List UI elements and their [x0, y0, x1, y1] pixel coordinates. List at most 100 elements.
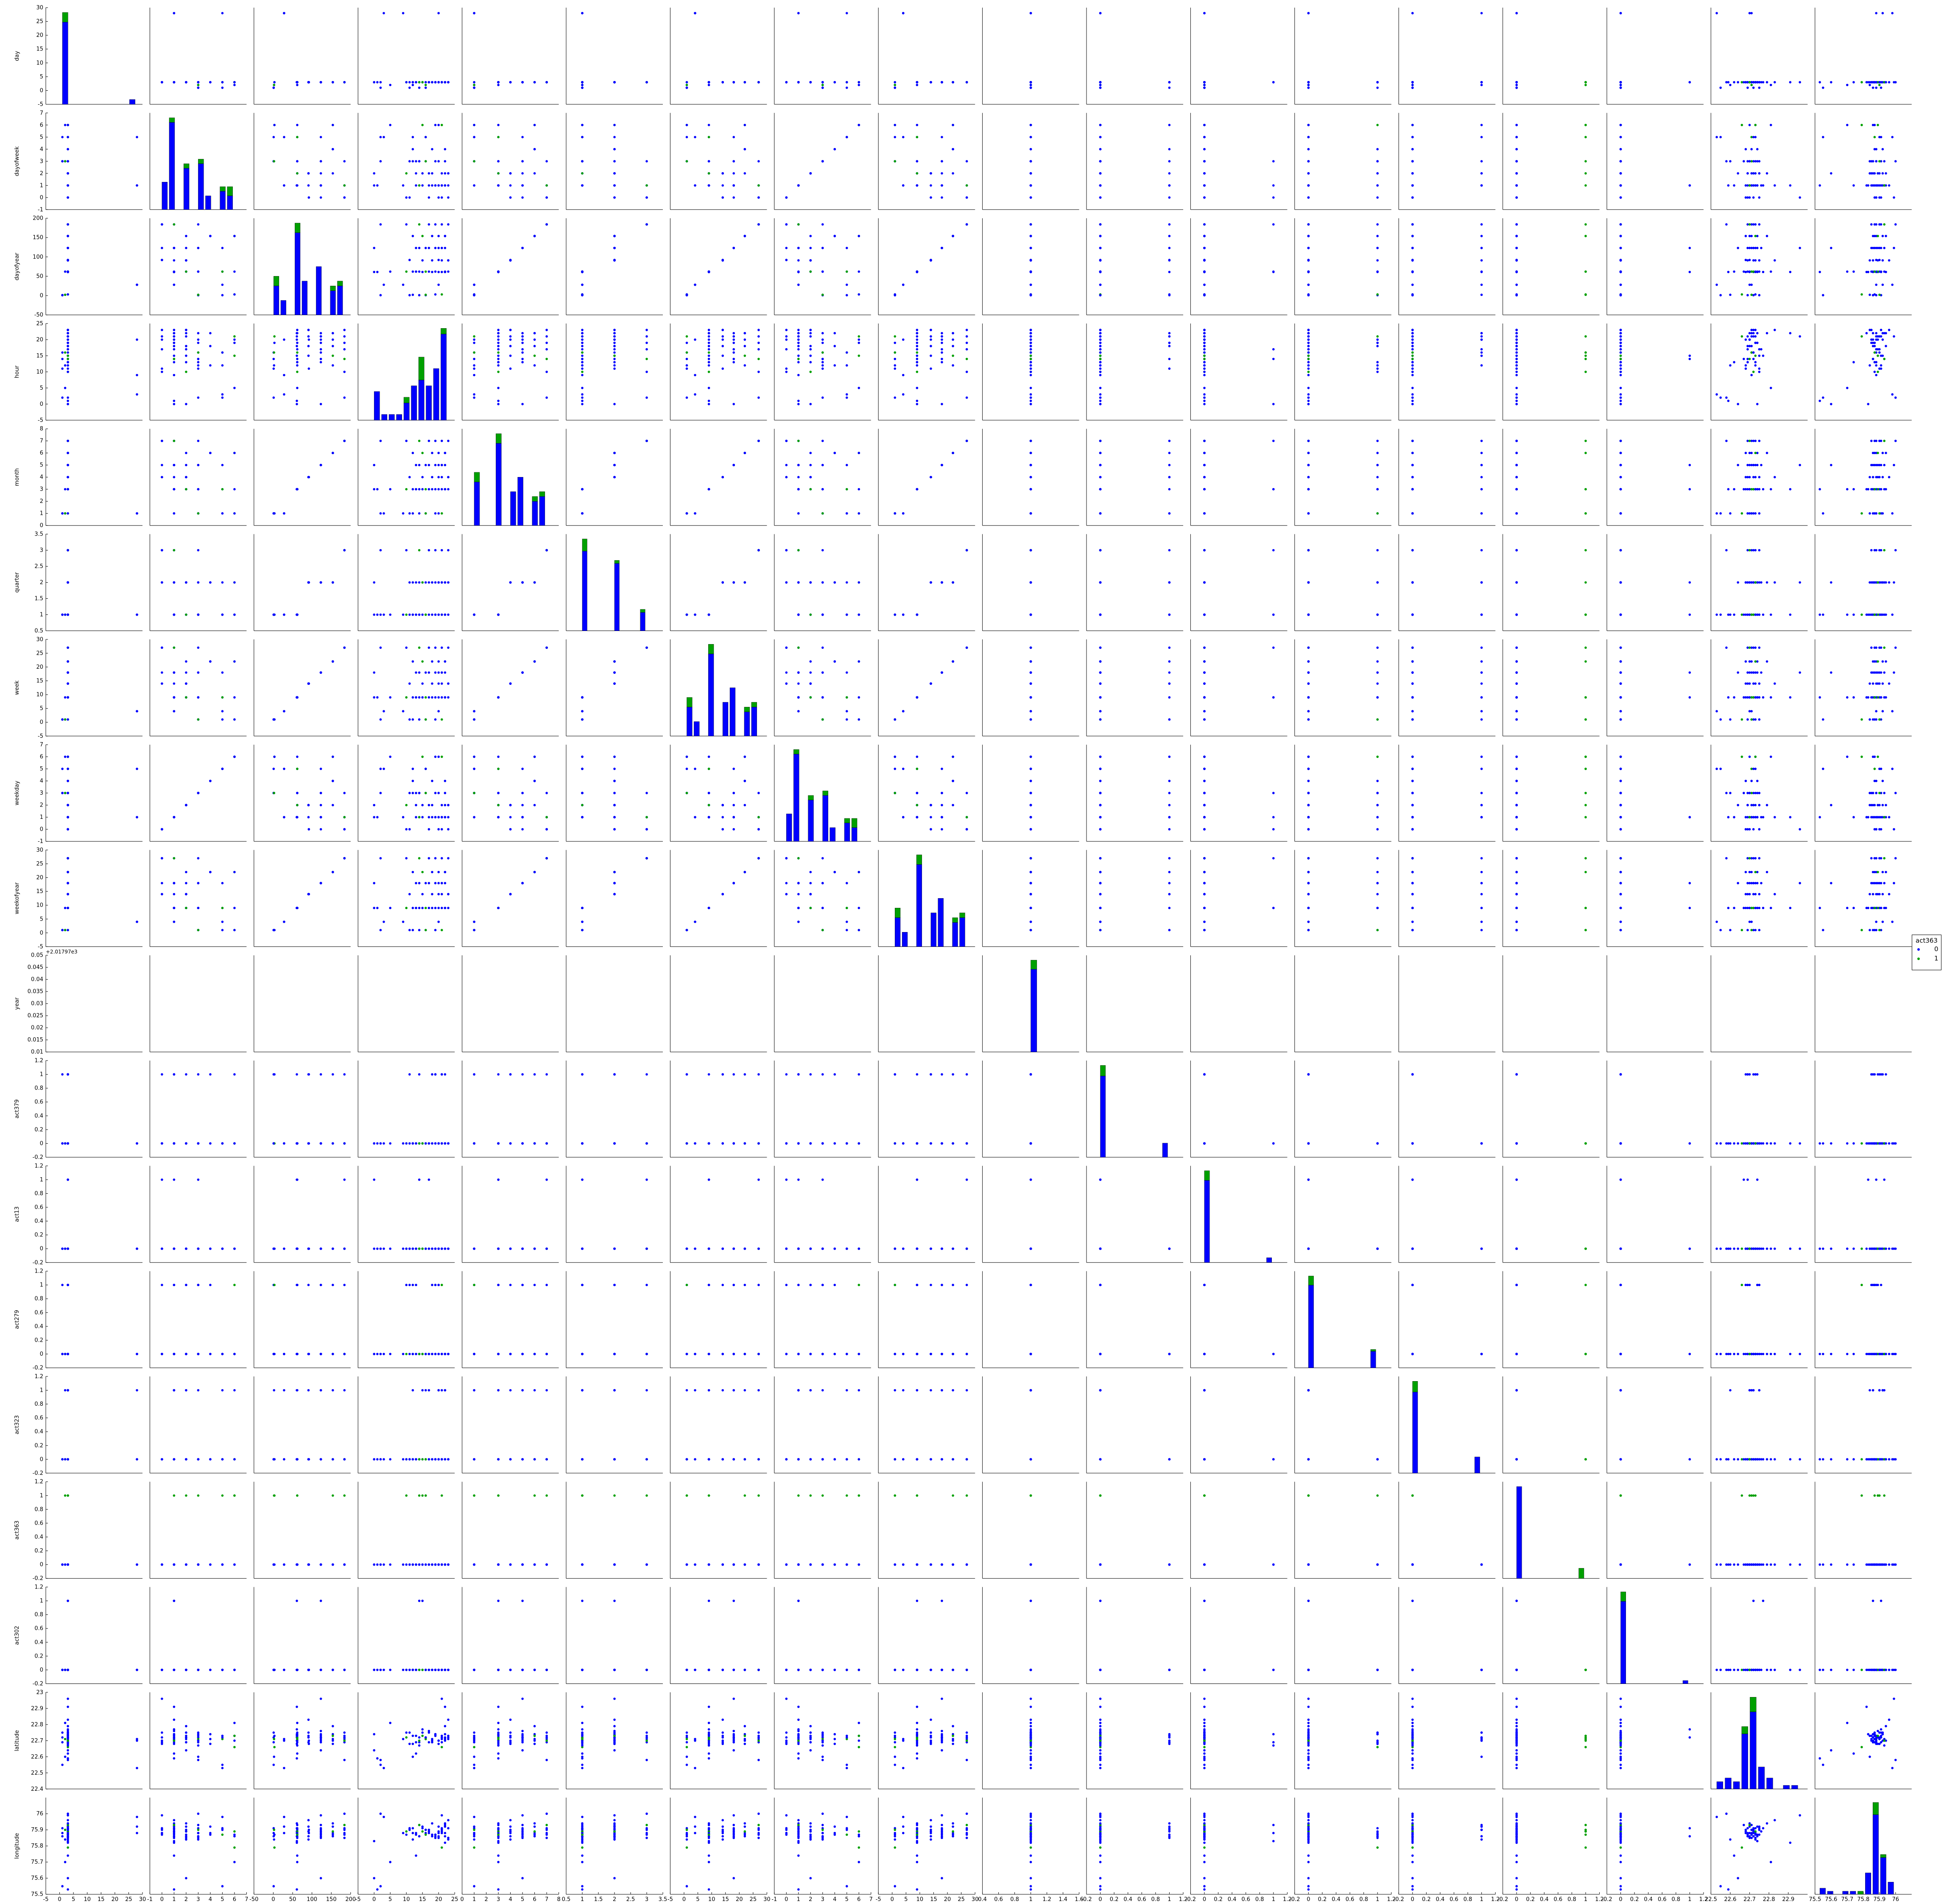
point	[757, 371, 760, 373]
point	[1746, 196, 1749, 199]
point	[732, 463, 735, 466]
point	[1099, 403, 1102, 405]
point	[965, 371, 968, 373]
point	[1515, 396, 1518, 399]
y-tick-label: 4	[40, 474, 43, 480]
point	[1203, 223, 1206, 226]
point	[1619, 332, 1622, 335]
point	[497, 160, 500, 163]
point	[1878, 293, 1881, 296]
point	[1515, 374, 1518, 377]
point	[1758, 87, 1761, 89]
point	[809, 172, 812, 175]
subplot-day-act13	[1190, 8, 1288, 105]
point	[1740, 81, 1743, 84]
point	[509, 345, 512, 347]
point	[1743, 357, 1745, 360]
subplot-hour-act379	[1086, 323, 1183, 421]
point	[161, 329, 163, 331]
point	[1411, 283, 1414, 286]
point	[1411, 270, 1414, 273]
point	[645, 396, 648, 399]
point	[221, 488, 224, 491]
point	[732, 332, 735, 335]
point	[497, 403, 500, 405]
point	[965, 335, 968, 338]
point	[1411, 136, 1414, 139]
point	[809, 345, 812, 347]
point	[441, 196, 443, 199]
subplot-dayofyear-month	[462, 218, 559, 315]
point	[1411, 338, 1414, 341]
point	[319, 338, 322, 341]
point	[173, 341, 176, 344]
point	[509, 259, 512, 262]
y-tick-label: 3	[40, 486, 43, 493]
point	[418, 294, 421, 296]
point	[1877, 355, 1879, 357]
point	[1846, 387, 1849, 389]
point	[283, 136, 285, 139]
point	[645, 371, 648, 373]
point	[821, 270, 824, 273]
point	[821, 351, 824, 354]
subplot-dayofweek-dayofweek	[149, 113, 247, 210]
point	[941, 338, 943, 341]
point	[373, 271, 375, 274]
point	[1789, 271, 1792, 274]
point	[1878, 367, 1881, 370]
y-tick-label: 10	[36, 60, 43, 66]
hist-bar-hue	[330, 285, 336, 291]
y-tick-label: 50	[36, 273, 43, 279]
point	[173, 512, 176, 515]
point	[173, 439, 176, 442]
point	[1799, 196, 1802, 199]
point	[427, 172, 430, 175]
point	[373, 488, 375, 491]
point	[1203, 348, 1206, 351]
point	[1871, 87, 1874, 89]
point	[67, 361, 69, 363]
point	[173, 12, 176, 14]
point	[1029, 488, 1032, 491]
point	[197, 361, 200, 363]
point	[418, 184, 421, 187]
subplot-month-dayofweek	[149, 429, 247, 526]
point	[1869, 293, 1871, 296]
point	[221, 12, 224, 14]
point	[1748, 338, 1751, 341]
point	[1411, 148, 1414, 151]
point	[1376, 338, 1379, 341]
point	[743, 124, 746, 126]
point	[296, 335, 298, 338]
hist-bar-hue	[183, 163, 190, 169]
point	[67, 371, 69, 373]
point	[1411, 367, 1414, 370]
point	[161, 259, 163, 261]
point	[930, 355, 932, 357]
point	[809, 371, 812, 373]
subplot-hour-week	[670, 323, 767, 421]
point	[743, 452, 746, 454]
point	[1774, 329, 1776, 331]
point	[1746, 348, 1749, 351]
subplot-dayofweek-act363	[1503, 113, 1600, 210]
point	[809, 361, 812, 363]
point	[1029, 348, 1032, 351]
point	[497, 172, 500, 175]
point	[1168, 148, 1171, 151]
point	[1203, 364, 1206, 367]
point	[1881, 283, 1884, 286]
point	[1733, 270, 1735, 273]
point	[415, 270, 417, 273]
point	[197, 223, 200, 226]
point	[833, 81, 836, 84]
point	[161, 338, 163, 341]
point	[1029, 476, 1032, 478]
point	[916, 160, 919, 163]
point	[473, 396, 475, 399]
point	[545, 335, 548, 338]
point	[434, 124, 437, 126]
point	[721, 338, 724, 341]
